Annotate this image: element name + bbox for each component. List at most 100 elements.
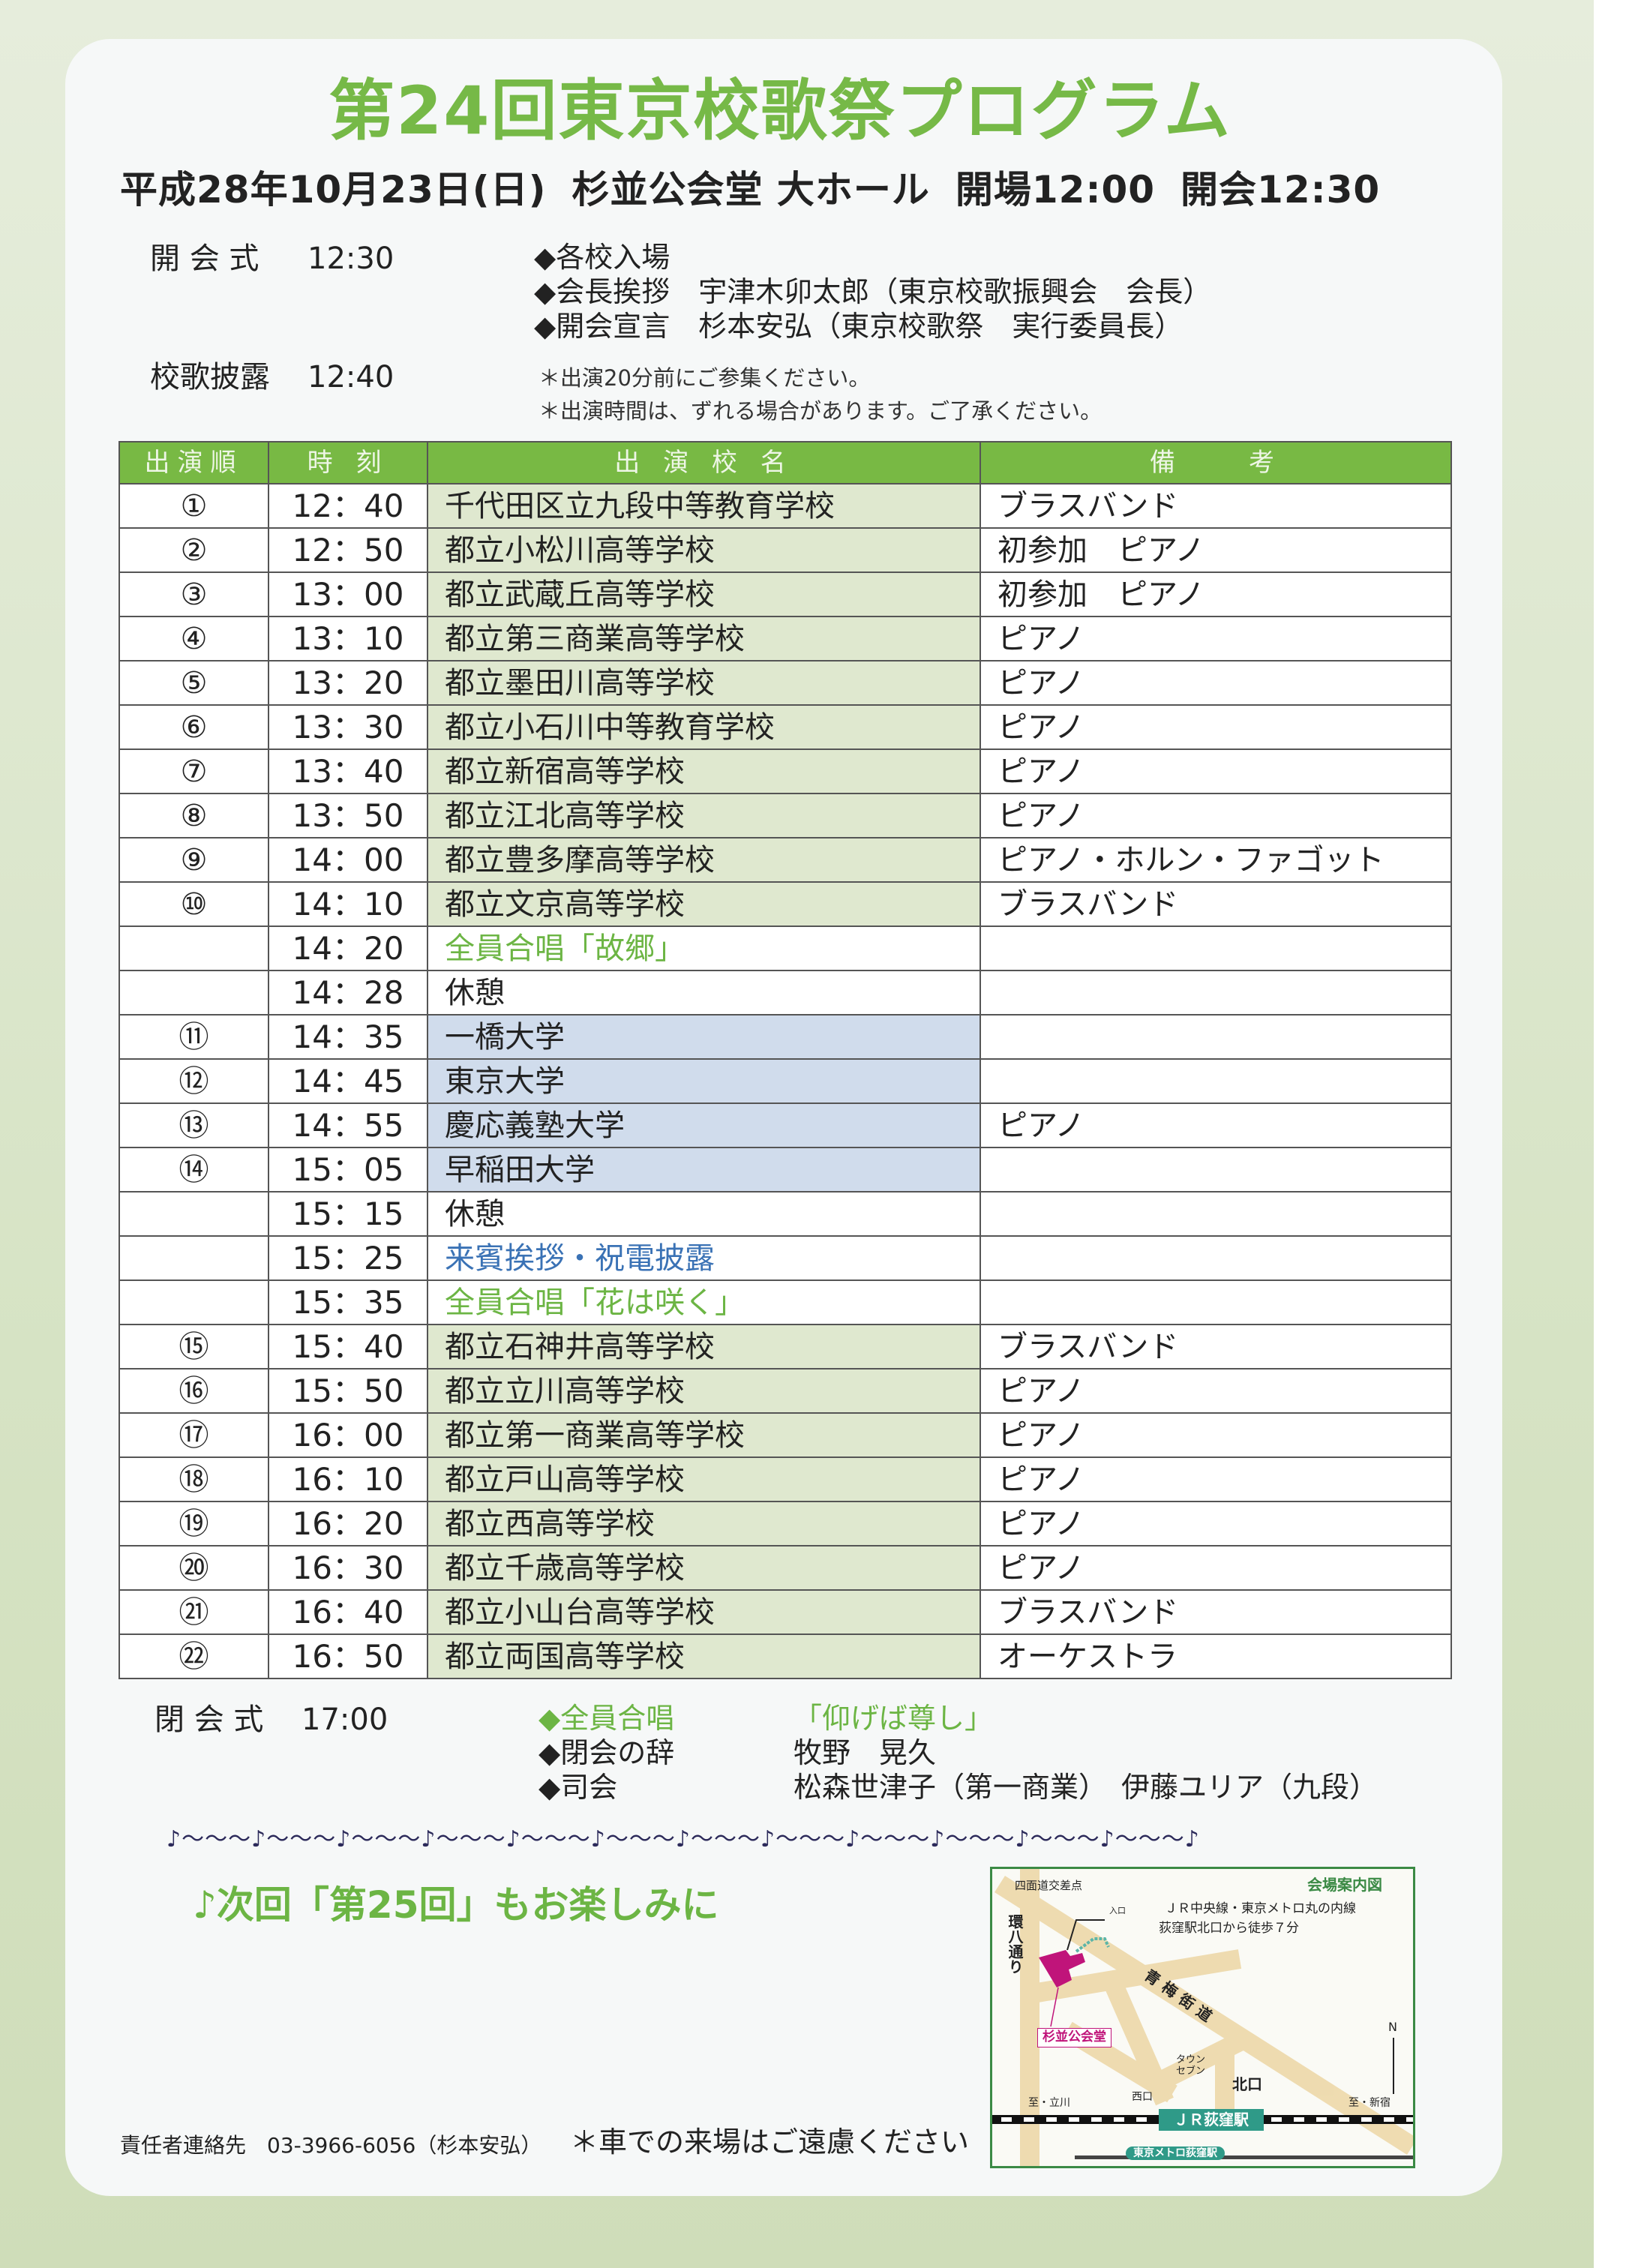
time-cell: 14：45	[268, 1058, 428, 1104]
songs-time: 12:40	[308, 360, 394, 394]
school-cell: 休憩	[427, 970, 981, 1016]
order-cell: ⑧	[118, 793, 269, 838]
order-cell: ⑪	[118, 1014, 269, 1060]
map-roads	[992, 1869, 1413, 2166]
school-cell: 全員合唱「故郷」	[427, 926, 981, 971]
note-cell	[980, 970, 1452, 1016]
note-cell: ピアノ	[980, 660, 1452, 706]
school-cell: 早稲田大学	[427, 1147, 981, 1192]
header-school: 出 演 校 名	[427, 441, 981, 484]
order-cell: ⑭	[118, 1147, 269, 1192]
songs-label: 校歌披露	[150, 360, 270, 394]
time-cell: 13：00	[268, 572, 428, 617]
table-row: ㉒ 16：50 都立両国高等学校 オーケストラ	[118, 1634, 1452, 1679]
event-venue: 杉並公会堂 大ホール	[572, 168, 930, 212]
venue-building	[1039, 1950, 1085, 1988]
school-cell: 都立第一商業高等学校	[427, 1412, 981, 1458]
note-cell	[980, 1235, 1452, 1281]
venue-map: 会場案内図 ＪＲ中央線・東京メトロ丸の内線 荻窪駅北口から徒歩７分 四面道交差点…	[990, 1867, 1415, 2168]
note-cell: ブラスバンド	[980, 483, 1452, 529]
order-cell	[118, 1280, 269, 1325]
note-cell: ブラスバンド	[980, 1589, 1452, 1635]
school-cell: 都立両国高等学校	[427, 1634, 981, 1679]
school-cell: 都立武蔵丘高等学校	[427, 572, 981, 617]
program-table: 出演順 時 刻 出 演 校 名 備 考 ① 12：40 千代田区立九段中等教育学校ブ…	[118, 441, 1452, 1679]
map-kanpachi: 環八通り	[1006, 1914, 1024, 1974]
time-cell: 13：20	[268, 660, 428, 706]
order-cell: ㉑	[118, 1589, 269, 1635]
table-row: 14：20 全員合唱「故郷」	[118, 926, 1452, 971]
school-cell: 都立石神井高等学校	[427, 1324, 981, 1370]
map-jr-station: ＪＲ荻窪駅	[1159, 2109, 1264, 2131]
school-cell: 休憩	[427, 1191, 981, 1237]
table-row: ⑥ 13：30 都立小石川中等教育学校 ピアノ	[118, 704, 1452, 750]
note: ＊出演20分前にご参集ください。	[538, 365, 871, 391]
note-cell: ピアノ	[980, 1368, 1452, 1414]
map-access: ＪＲ中央線・東京メトロ丸の内線	[1165, 1901, 1356, 1916]
table-row: ⑦ 13：40 都立新宿高等学校 ピアノ	[118, 748, 1452, 794]
music-note-divider: ♪～～～♪～～～♪～～～♪～～～♪～～～♪～～～♪～～～♪～～～♪～～～♪～～～…	[166, 1826, 1200, 1852]
note-cell	[980, 1058, 1452, 1104]
time-cell: 16：00	[268, 1412, 428, 1458]
table-row: ⑩ 14：10 都立文京高等学校 ブラスバンド	[118, 881, 1452, 927]
note-cell: ピアノ	[980, 1102, 1452, 1148]
table-row: 15：35 全員合唱「花は咲く」	[118, 1280, 1452, 1325]
note-cell: ピアノ	[980, 616, 1452, 662]
map-entrance: 入口	[1109, 1906, 1126, 1916]
school-cell: 一橋大学	[427, 1014, 981, 1060]
table-row: ⑫ 14：45 東京大学	[118, 1058, 1452, 1104]
closing-item-detail: 松森世津子（第一商業） 伊藤ユリア（九段）	[794, 1771, 1378, 1804]
table-row: 15：25 来賓挨拶・祝電披露	[118, 1235, 1452, 1281]
order-cell: ㉒	[118, 1634, 269, 1679]
map-to-shinjuku: 至・新宿	[1348, 2097, 1390, 2109]
order-cell: ⑫	[118, 1058, 269, 1104]
note-cell: ピアノ・ホルン・ファゴット	[980, 837, 1452, 883]
table-row: ⑯ 15：50 都立立川高等学校 ピアノ	[118, 1368, 1452, 1414]
order-cell: ⑥	[118, 704, 269, 750]
table-row: ㉑ 16：40 都立小山台高等学校 ブラスバンド	[118, 1589, 1452, 1635]
order-cell: ⑳	[118, 1545, 269, 1591]
map-town-seven: タウンセブン	[1176, 2054, 1206, 2077]
note: ＊出演時間は、ずれる場合があります。ご了承ください。	[538, 398, 1102, 424]
next-event-message: ♪次回「第25回」もお楽しみに	[193, 1883, 719, 1927]
school-cell: 都立小石川中等教育学校	[427, 704, 981, 750]
time-cell: 12：40	[268, 483, 428, 529]
header-time: 時 刻	[268, 441, 428, 484]
map-north: N	[1388, 2020, 1397, 2034]
time-cell: 13：40	[268, 748, 428, 794]
closing-item-title: ◆閉会の辞	[538, 1736, 675, 1769]
closing-label: 閉 会 式	[154, 1702, 264, 1737]
start-time: 開会12:30	[1180, 168, 1381, 212]
time-cell: 14：28	[268, 970, 428, 1016]
time-cell: 15：05	[268, 1147, 428, 1192]
school-cell: 全員合唱「花は咲く」	[427, 1280, 981, 1325]
order-cell: ⑨	[118, 837, 269, 883]
table-row: 15：15 休憩	[118, 1191, 1452, 1237]
order-cell	[118, 926, 269, 971]
order-cell: ②	[118, 527, 269, 573]
time-cell: 16：50	[268, 1634, 428, 1679]
map-metro-station: 東京メトロ荻窪駅	[1126, 2146, 1225, 2161]
table-row: ② 12：50 都立小松川高等学校 初参加 ピアノ	[118, 527, 1452, 573]
time-cell: 14：10	[268, 881, 428, 927]
order-cell: ⑲	[118, 1501, 269, 1546]
time-cell: 15：40	[268, 1324, 428, 1370]
note-cell	[980, 926, 1452, 971]
school-cell: 都立墨田川高等学校	[427, 660, 981, 706]
school-cell: 都立小山台高等学校	[427, 1589, 981, 1635]
time-cell: 16：30	[268, 1545, 428, 1591]
note-cell	[980, 1191, 1452, 1237]
closing-item-detail: 「仰げば尊し」	[794, 1702, 994, 1735]
time-cell: 15：35	[268, 1280, 428, 1325]
note-cell: 初参加 ピアノ	[980, 527, 1452, 573]
opening-item: ◆各校入場	[534, 241, 670, 274]
order-cell: ⑮	[118, 1324, 269, 1370]
page-title: 第24回東京校歌祭プログラム	[328, 72, 1232, 149]
map-venue-label: 杉並公会堂	[1037, 2028, 1112, 2048]
school-cell: 都立文京高等学校	[427, 881, 981, 927]
time-cell: 16：40	[268, 1589, 428, 1635]
table-row: ⑬ 14：55 慶応義塾大学 ピアノ	[118, 1102, 1452, 1148]
map-kitaguchi: 北口	[1232, 2075, 1262, 2093]
school-cell: 都立西高等学校	[427, 1501, 981, 1546]
doors-open: 開場12:00	[955, 168, 1156, 212]
